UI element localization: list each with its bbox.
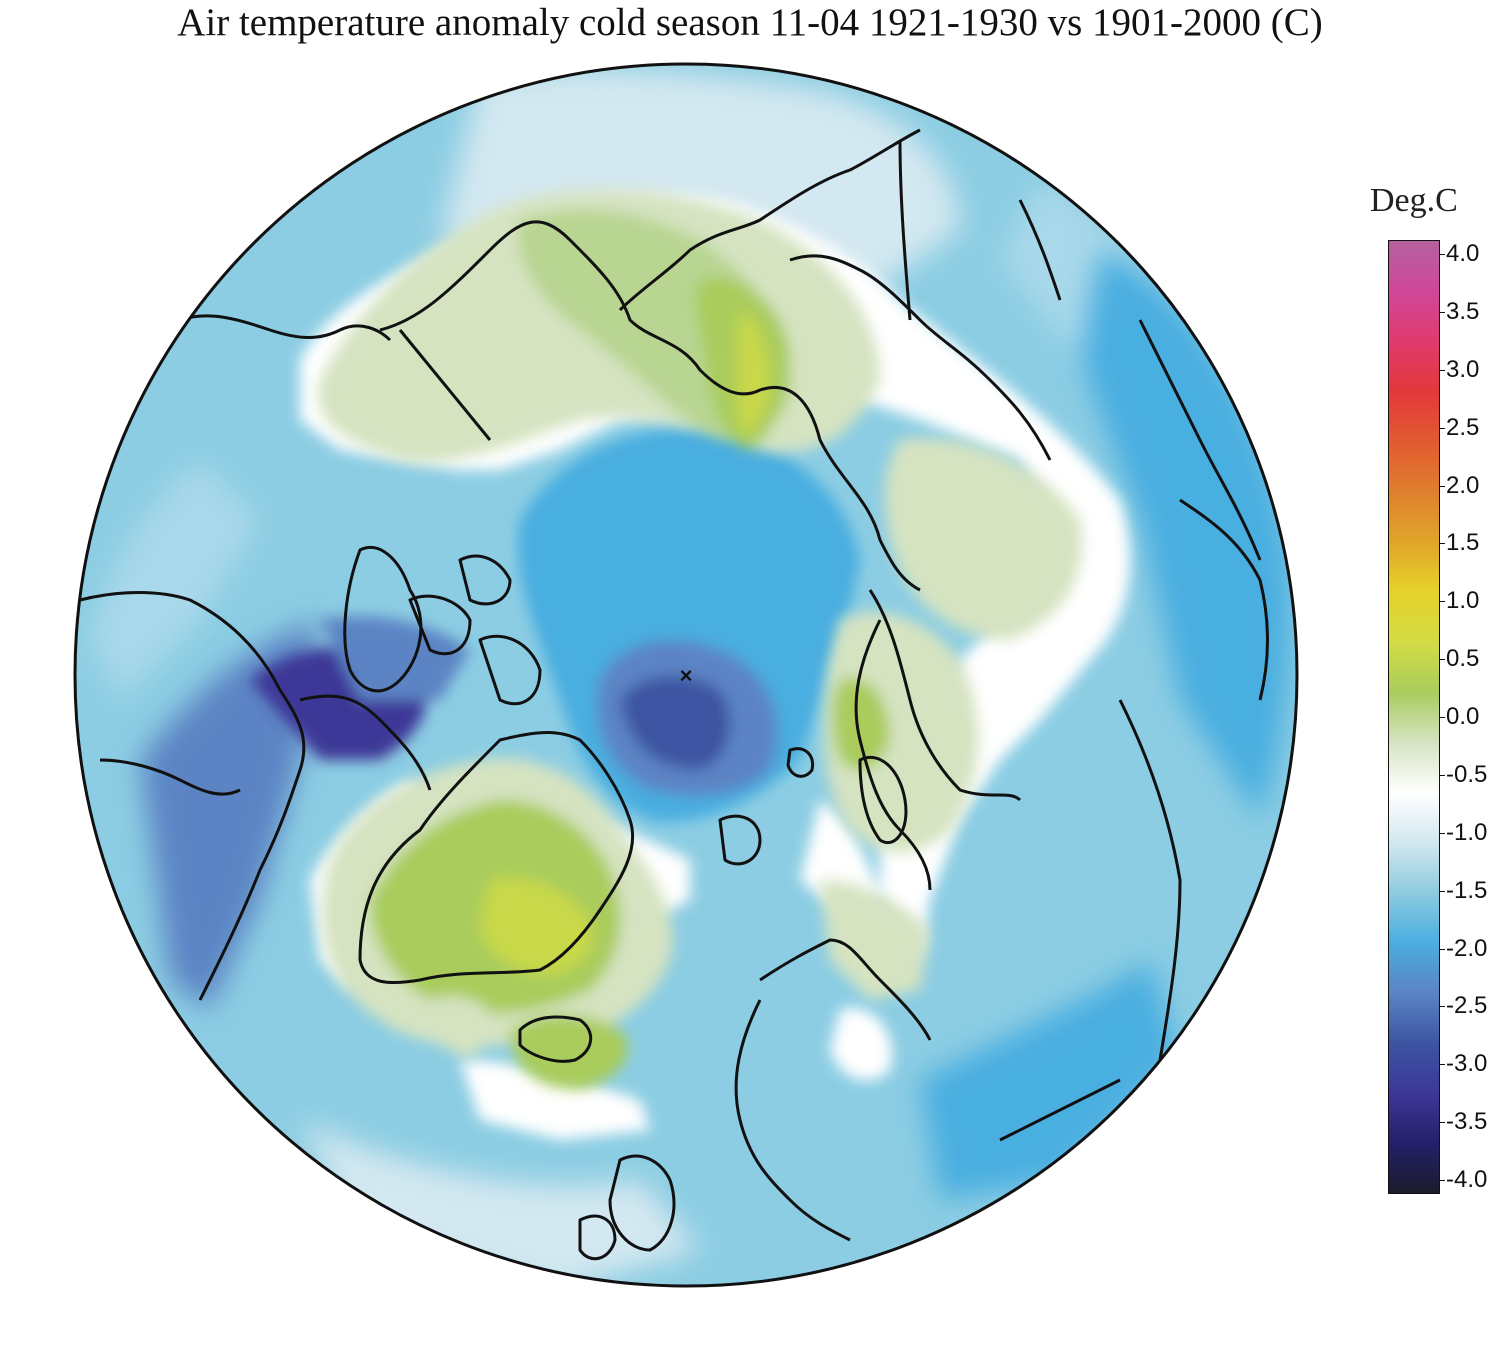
map-title: Air temperature anomaly cold season 11-0… — [177, 1, 1323, 44]
scandinavia-zero-patch — [830, 1008, 892, 1081]
legend-tick-label: 2.0 — [1439, 471, 1480, 499]
coast-novaya-zemlya — [858, 755, 908, 844]
legend-tick-label: 3.0 — [1439, 355, 1480, 383]
legend-tick-label: 4.0 — [1439, 240, 1480, 267]
legend-tick-label: -2.0 — [1439, 934, 1488, 962]
legend-tick-label: -1.0 — [1439, 818, 1488, 846]
coast-far-east — [1018, 199, 1262, 561]
coast-europe — [854, 589, 1022, 891]
positive-anomaly-regions — [318, 189, 1082, 1090]
map-border — [73, 62, 1299, 1288]
coast-north-america — [79, 591, 432, 1001]
coast-british-isles — [608, 1154, 676, 1252]
legend-ticks: 4.0 3.5 3.0 2.5 2.0 1.5 1.0 0.5 0.0 -0.5 -1.0 -1.5 -… — [1439, 240, 1500, 1194]
coast-svalbard — [718, 814, 762, 866]
coast-iceland — [518, 1015, 593, 1063]
legend-tick-label: -3.0 — [1439, 1050, 1488, 1078]
legend-colorbar — [1388, 240, 1440, 1194]
legend-tick-label: 3.5 — [1439, 297, 1480, 325]
coast-siberia — [379, 220, 921, 592]
legend-tick-label: 1.0 — [1439, 587, 1480, 615]
legend-tick-label: 0.0 — [1439, 703, 1480, 730]
anomaly-field — [75, 64, 1297, 1286]
legend-title: Deg.C — [1370, 182, 1458, 219]
coast-alaska — [179, 314, 392, 342]
legend-tick-label: -0.5 — [1439, 760, 1488, 788]
legend-tick-label: -3.5 — [1439, 1108, 1488, 1136]
coast-canadian-archipelago — [343, 545, 423, 693]
coast-greenland — [358, 731, 635, 985]
pole-marker: × — [680, 663, 693, 688]
arctic-blue-pool — [250, 428, 860, 822]
legend-tick-label: -1.5 — [1439, 876, 1488, 904]
legend-tick-label: -2.5 — [1439, 992, 1488, 1020]
legend-tick-label: 1.5 — [1439, 529, 1480, 557]
legend-tick-label: 0.5 — [1439, 645, 1480, 673]
legend-tick-label: -4.0 — [1439, 1166, 1488, 1193]
legend-tick-label: 2.5 — [1439, 413, 1480, 441]
coastlines — [79, 128, 1269, 1261]
